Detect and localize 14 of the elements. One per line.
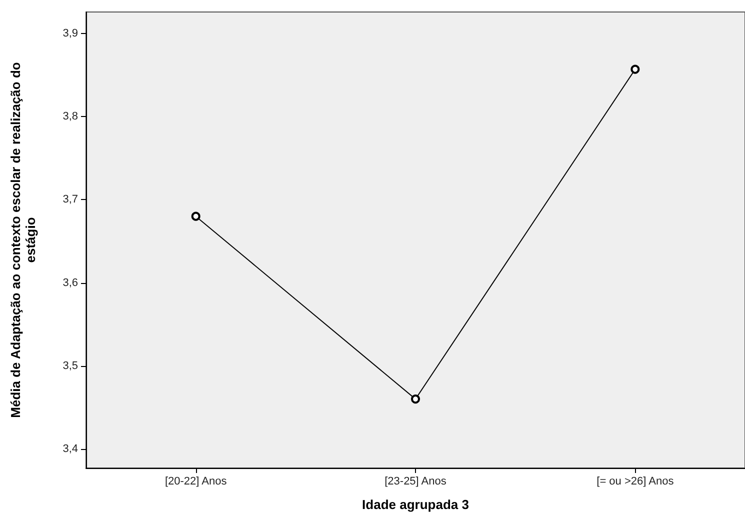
y-tick-label: 3,7 xyxy=(62,194,78,206)
y-tick-label: 3,9 xyxy=(62,28,78,40)
y-axis-title: Média de Adaptação ao contexto escolar de realização do estágio xyxy=(8,62,38,418)
y-tick-label: 3,5 xyxy=(62,360,78,372)
x-tick-label: [23-25] Anos xyxy=(384,476,447,488)
point xyxy=(630,64,640,74)
y-tick-label: 3,4 xyxy=(62,442,78,455)
x-axis-title: Idade agrupada 3 xyxy=(362,497,469,512)
point xyxy=(191,212,200,221)
y-tick-label: 3,6 xyxy=(62,276,78,289)
x-tick-label: [= ou >26] Anos xyxy=(596,476,674,488)
point xyxy=(411,394,420,404)
y-tick-label: 3,8 xyxy=(62,110,78,123)
x-tick-label: [20-22] Anos xyxy=(164,476,228,488)
